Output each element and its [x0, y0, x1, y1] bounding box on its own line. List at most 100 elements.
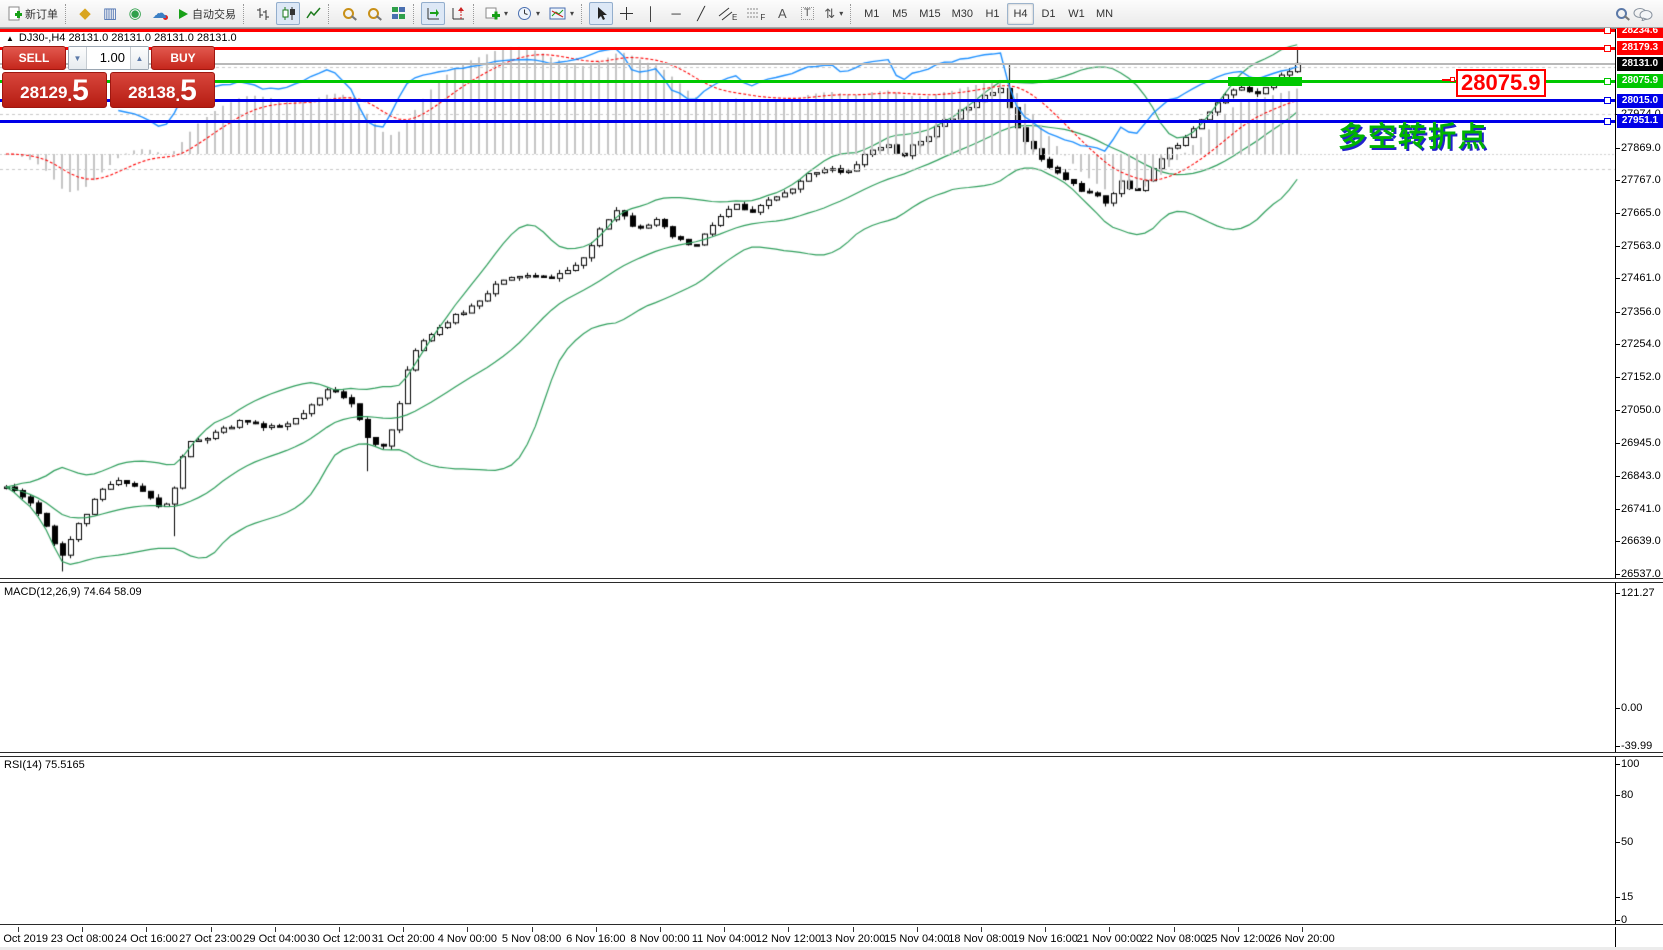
navigator-button[interactable]: ◉ [123, 2, 147, 25]
rsi-axis-tick-label: 15 [1621, 890, 1634, 903]
collapse-arrow-icon[interactable]: ▲ [6, 33, 14, 43]
line-endpoint-marker[interactable] [1604, 117, 1611, 125]
price-axis-tick-label: 27152.0 [1621, 371, 1661, 384]
time-axis-tick-mark [981, 927, 982, 932]
window-bottom-strip [0, 947, 1663, 950]
timeframe-H1[interactable]: H1 [985, 7, 1000, 20]
price-callout[interactable]: 28075.9 [1456, 69, 1546, 97]
fibonacci-letter: F [760, 13, 766, 22]
horizontal-line-tool-button[interactable]: ─ [664, 2, 688, 25]
auto-trading-label: 自动交易 [192, 8, 236, 21]
add-indicator-button[interactable]: ▾ [481, 2, 512, 25]
time-axis-label: 24 Oct 16:00 [114, 933, 178, 945]
chart-shift-button[interactable] [446, 2, 470, 25]
macd-axis-tick-label: -39.99 [1621, 740, 1653, 752]
panel-separator[interactable] [0, 578, 1663, 583]
auto-trading-button[interactable]: 自动交易 [173, 2, 240, 25]
sell-price[interactable]: 28129. 5 [2, 72, 107, 108]
chart-title: DJ30-,H4 28131.0 28131.0 28131.0 28131.0 [18, 32, 237, 44]
buy-button[interactable]: BUY [151, 46, 215, 70]
horizontal-price-line[interactable] [0, 119, 1616, 123]
horizontal-price-line[interactable] [0, 29, 1616, 33]
time-axis-tick-mark [660, 927, 661, 932]
time-axis-tick-mark [1237, 927, 1239, 932]
separator [581, 3, 585, 24]
zoom-in-button[interactable] [336, 2, 360, 25]
time-axis-label: 22 Nov 08:00 [1140, 933, 1207, 945]
horizontal-price-line[interactable] [0, 46, 1616, 50]
text-label-icon: T [800, 7, 814, 20]
crosshair-tool-button[interactable] [614, 2, 638, 25]
panel-separator[interactable] [0, 752, 1663, 757]
timeframe-M5[interactable]: M5 [892, 7, 908, 20]
highlight-band[interactable] [1228, 77, 1302, 87]
periods-button[interactable]: ▾ [513, 2, 544, 25]
tile-windows-button[interactable] [386, 2, 410, 25]
timeframe-M15[interactable]: M15 [919, 7, 941, 20]
text-tool-button[interactable]: A [770, 2, 794, 25]
price-axis-tick-label: 27461.0 [1621, 272, 1661, 285]
time-axis-label: 13 Nov 20:00 [819, 933, 886, 945]
time-axis-label: 31 Oct 20:00 [371, 933, 435, 945]
timeframe-MN[interactable]: MN [1096, 7, 1114, 20]
auto-scroll-button[interactable] [421, 2, 445, 25]
line-endpoint-marker[interactable] [1604, 44, 1611, 52]
horizontal-price-line[interactable] [0, 99, 1616, 103]
rsi-axis-tick-label: 50 [1621, 836, 1634, 848]
time-axis-tick-mark [595, 927, 597, 932]
time-axis-label: 6 Nov 16:00 [566, 933, 626, 945]
line-chart-type-button[interactable] [301, 2, 325, 25]
trendline-tool-button[interactable]: ╱ [689, 2, 713, 25]
cursor-tool-button[interactable] [589, 2, 614, 25]
sell-button[interactable]: SELL [2, 46, 66, 70]
timeframe-H4[interactable]: H4 [1007, 2, 1035, 25]
price-axis-border [1615, 29, 1616, 947]
separator [328, 3, 332, 24]
price-line-badge: 28015.0 [1617, 93, 1663, 108]
arrows-tool-button[interactable]: ⇅ ▾ [820, 2, 847, 25]
line-endpoint-marker[interactable] [1604, 77, 1611, 85]
templates-button[interactable]: ▾ [545, 2, 578, 25]
time-axis-tick-mark [146, 927, 148, 932]
separator [65, 3, 69, 24]
vertical-line-tool-button[interactable]: │ [639, 2, 663, 25]
new-order-icon [8, 6, 22, 21]
market-watch-button[interactable]: ◆ [73, 2, 97, 25]
terminal-button[interactable]: ☁ [148, 2, 172, 25]
auto-scroll-icon [427, 8, 439, 20]
rsi-canvas[interactable] [0, 29, 1616, 196]
fibonacci-tool-button[interactable]: F [742, 2, 769, 25]
buy-price-dot: . [175, 86, 181, 105]
buy-price[interactable]: 28138. 5 [110, 72, 215, 108]
timeframe-M1[interactable]: M1 [864, 7, 880, 20]
chat-icon[interactable] [1633, 7, 1653, 21]
zoom-in-icon [342, 8, 354, 19]
timeframe-W1[interactable]: W1 [1068, 7, 1085, 20]
bar-chart-type-button[interactable] [251, 2, 275, 25]
price-axis-tick-mark [1615, 409, 1620, 411]
dropdown-arrow-icon: ▾ [570, 9, 575, 18]
crosshair-icon [619, 7, 633, 20]
candlestick-chart-type-button[interactable] [276, 2, 300, 25]
volume-value[interactable]: 1.00 [99, 50, 125, 65]
time-axis-label: 29 Oct 04:00 [243, 933, 307, 945]
volume-increase-button[interactable]: ▲ [130, 47, 148, 69]
text-label-tool-button[interactable]: T [795, 2, 819, 25]
buy-price-frac: 5 [180, 74, 197, 107]
price-line-badge: 27951.1 [1617, 114, 1663, 129]
line-endpoint-marker[interactable] [1604, 27, 1611, 35]
timeframe-M30[interactable]: M30 [951, 7, 974, 20]
new-order-button[interactable]: 新订单 [4, 2, 62, 25]
toolbar: 新订单 ◆ ▥ ◉ ☁ 自动交易 ▾ ▾ ▾ │ ─ ╱ E F A T ⇅ ▾ … [0, 0, 1663, 28]
channel-tool-button[interactable]: E [714, 2, 741, 25]
time-axis-tick-mark [1302, 927, 1303, 932]
zoom-out-button[interactable] [361, 2, 385, 25]
line-endpoint-marker[interactable] [1604, 97, 1611, 105]
volume-decrease-button[interactable]: ▼ [69, 47, 87, 69]
search-icon[interactable] [1616, 8, 1627, 19]
navigator-icon: ◉ [128, 5, 142, 22]
timeframe-D1[interactable]: D1 [1041, 7, 1056, 20]
sell-price-dot: . [67, 86, 73, 105]
horizontal-price-line[interactable] [0, 79, 1616, 83]
data-window-button[interactable]: ▥ [98, 2, 122, 25]
